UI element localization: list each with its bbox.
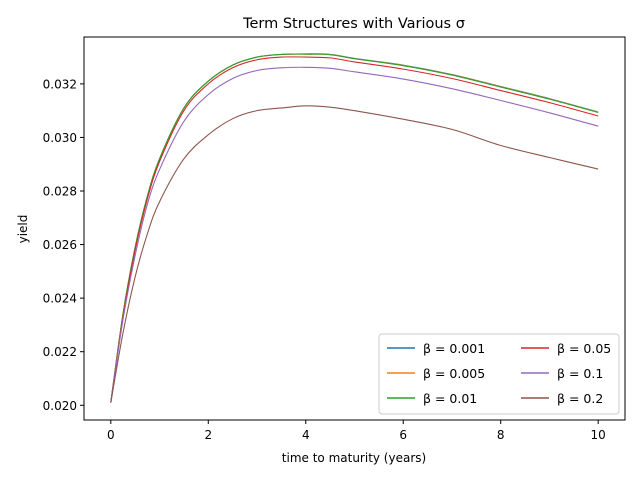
x-tick-label: 4 — [302, 428, 310, 442]
y-tick-label: 0.026 — [43, 238, 77, 252]
y-tick-label: 0.020 — [43, 399, 77, 413]
x-tick-label: 10 — [591, 428, 606, 442]
x-tick-label: 8 — [497, 428, 505, 442]
series-line-3 — [110, 56, 599, 403]
x-tick-label: 6 — [399, 428, 407, 442]
series-line-5 — [110, 105, 599, 403]
x-axis-label: time to maturity (years) — [282, 451, 426, 465]
plot-area — [110, 53, 599, 403]
legend-entry-label: β = 0.2 — [557, 391, 603, 406]
x-tick-label: 0 — [107, 428, 115, 442]
y-axis: 0.020 0.022 0.024 0.026 0.028 0.030 0.032 — [43, 77, 84, 413]
y-axis-label: yield — [16, 215, 30, 244]
y-tick-label: 0.028 — [43, 185, 77, 199]
legend-entry-label: β = 0.005 — [423, 366, 485, 381]
y-tick-label: 0.022 — [43, 345, 77, 359]
legend-entry-label: β = 0.05 — [557, 341, 611, 356]
series-line-4 — [110, 66, 599, 403]
y-tick-label: 0.032 — [43, 77, 77, 91]
legend-frame — [378, 333, 620, 415]
legend: β = 0.001 β = 0.005 β = 0.01 β = 0.05 β = 0.… — [378, 333, 620, 415]
y-tick-label: 0.024 — [43, 292, 77, 306]
legend-entry-label: β = 0.1 — [557, 366, 603, 381]
legend-entry-label: β = 0.01 — [423, 391, 477, 406]
legend-entry-label: β = 0.001 — [423, 341, 485, 356]
series-line-2 — [110, 53, 599, 403]
chart-title: Term Structures with Various σ — [242, 16, 465, 32]
plot-frame — [83, 36, 626, 421]
x-tick-label: 2 — [204, 428, 212, 442]
x-axis: 0 2 4 6 8 10 — [107, 420, 606, 442]
y-tick-label: 0.030 — [43, 131, 77, 145]
